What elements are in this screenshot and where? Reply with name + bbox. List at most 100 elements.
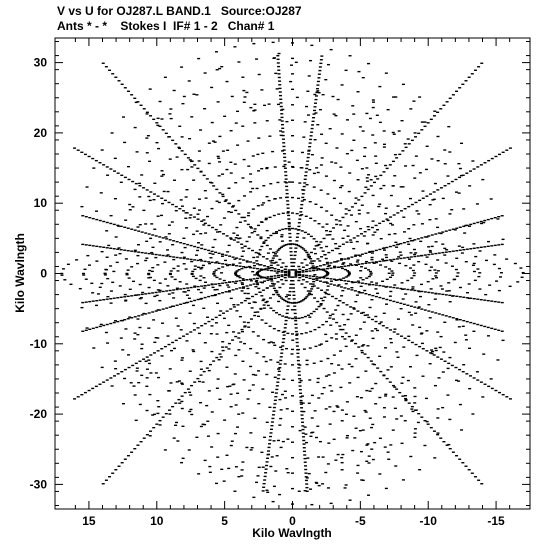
uv-point bbox=[448, 151, 452, 153]
uv-point bbox=[420, 283, 424, 286]
uv-point bbox=[175, 421, 179, 424]
uv-point bbox=[151, 266, 155, 269]
uv-point bbox=[413, 177, 417, 179]
uv-point bbox=[366, 212, 370, 214]
uv-point bbox=[133, 316, 137, 318]
uv-point bbox=[273, 166, 277, 168]
uv-point bbox=[265, 195, 269, 198]
uv-point bbox=[287, 298, 291, 300]
uv-point bbox=[340, 84, 344, 86]
uv-point bbox=[284, 268, 288, 271]
uv-point bbox=[386, 108, 390, 111]
uv-point bbox=[373, 142, 377, 144]
uv-point bbox=[259, 221, 263, 223]
uv-point bbox=[166, 254, 170, 256]
uv-point bbox=[231, 264, 235, 266]
uv-point bbox=[348, 499, 352, 501]
uv-point bbox=[414, 155, 418, 157]
uv-point bbox=[297, 229, 301, 231]
uv-point bbox=[228, 290, 232, 292]
uv-point bbox=[91, 217, 95, 220]
uv-point bbox=[297, 274, 301, 277]
uv-point bbox=[384, 266, 388, 268]
uv-point bbox=[399, 242, 403, 245]
uv-point bbox=[174, 339, 178, 342]
uv-point bbox=[140, 374, 144, 377]
uv-point bbox=[87, 155, 91, 158]
uv-point bbox=[478, 272, 482, 274]
uv-point bbox=[258, 291, 262, 293]
uv-point bbox=[458, 368, 462, 371]
uv-point bbox=[276, 62, 280, 64]
uv-point bbox=[149, 115, 153, 117]
uv-point bbox=[91, 387, 95, 390]
uv-point bbox=[148, 269, 152, 272]
uv-point bbox=[391, 131, 395, 134]
uv-point bbox=[192, 179, 196, 181]
uv-point bbox=[364, 411, 368, 413]
uv-point bbox=[194, 277, 198, 280]
uv-point bbox=[374, 315, 378, 318]
uv-point bbox=[277, 270, 281, 273]
uv-point bbox=[370, 448, 374, 450]
uv-point bbox=[273, 270, 277, 272]
x-tick-label: 5 bbox=[221, 514, 228, 528]
uv-point bbox=[395, 418, 399, 420]
uv-point bbox=[270, 424, 274, 427]
uv-point bbox=[281, 138, 285, 140]
uv-point bbox=[251, 384, 255, 386]
uv-point bbox=[234, 122, 238, 124]
uv-point bbox=[309, 251, 313, 254]
uv-point bbox=[410, 277, 414, 279]
uv-point bbox=[304, 276, 308, 279]
uv-point bbox=[291, 88, 294, 91]
uv-point bbox=[475, 371, 479, 373]
uv-point bbox=[307, 149, 311, 152]
uv-point bbox=[340, 184, 344, 187]
uv-point bbox=[381, 325, 385, 327]
uv-point bbox=[185, 283, 189, 285]
uv-point bbox=[241, 76, 245, 78]
uv-point bbox=[317, 326, 321, 329]
uv-point bbox=[445, 290, 449, 292]
uv-point bbox=[75, 259, 79, 261]
uv-point bbox=[308, 270, 312, 272]
uv-point bbox=[91, 245, 95, 247]
uv-point bbox=[257, 73, 261, 76]
uv-point bbox=[334, 309, 338, 311]
uv-point bbox=[189, 258, 193, 261]
uv-point bbox=[457, 245, 461, 247]
uv-point bbox=[131, 180, 135, 183]
uv-point bbox=[161, 129, 165, 131]
uv-point bbox=[410, 341, 414, 344]
uv-point bbox=[265, 166, 269, 169]
uv-point bbox=[242, 89, 246, 92]
uv-point bbox=[185, 189, 189, 191]
uv-point bbox=[349, 313, 353, 315]
uv-point bbox=[384, 286, 388, 288]
uv-point bbox=[154, 291, 158, 294]
uv-point bbox=[378, 284, 382, 287]
uv-point bbox=[191, 304, 195, 307]
uv-point bbox=[425, 350, 429, 352]
uv-point bbox=[267, 453, 271, 456]
uv-point bbox=[222, 317, 226, 320]
uv-point bbox=[274, 395, 278, 398]
uv-point bbox=[384, 393, 388, 396]
uv-point bbox=[294, 247, 298, 249]
uv-point bbox=[389, 290, 393, 293]
uv-point bbox=[350, 339, 354, 341]
uv-point bbox=[133, 249, 137, 252]
uv-point bbox=[290, 261, 294, 264]
uv-point bbox=[243, 195, 247, 197]
uv-point bbox=[236, 392, 240, 395]
uv-point bbox=[378, 85, 382, 88]
uv-point bbox=[404, 165, 408, 167]
uv-point bbox=[110, 132, 114, 134]
uv-point bbox=[388, 299, 392, 302]
uv-point bbox=[429, 118, 433, 121]
uv-point bbox=[238, 258, 242, 260]
uv-point bbox=[257, 252, 261, 255]
uv-point bbox=[257, 170, 261, 172]
uv-point bbox=[120, 83, 124, 85]
